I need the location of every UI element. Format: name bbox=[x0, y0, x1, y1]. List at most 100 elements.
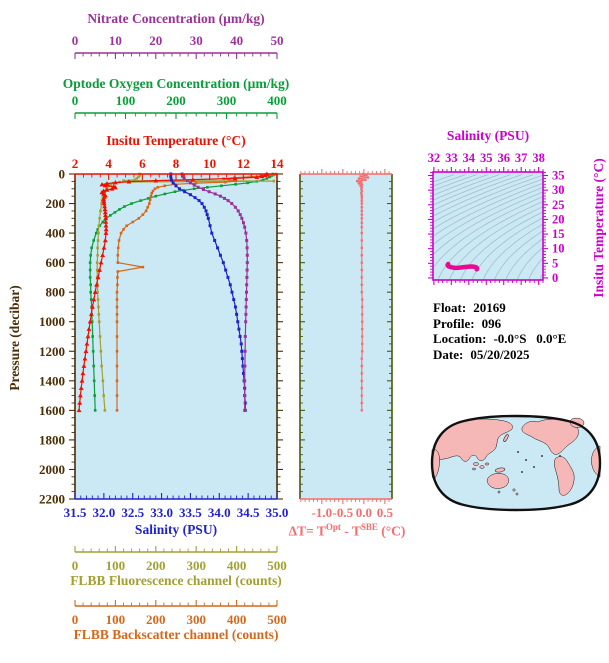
svg-text:200: 200 bbox=[146, 612, 166, 627]
backscatter-axis-title: FLBB Backscatter channel (counts) bbox=[73, 627, 279, 642]
location-value: -0.0°S 0.0°E bbox=[493, 331, 567, 346]
delta-t-label-prefix: ΔT= T bbox=[288, 523, 326, 539]
svg-text:0: 0 bbox=[552, 271, 558, 285]
map-island-tasmania bbox=[497, 490, 501, 494]
svg-text:25: 25 bbox=[552, 198, 565, 212]
svg-text:100: 100 bbox=[106, 612, 126, 627]
svg-text:6: 6 bbox=[139, 156, 146, 171]
svg-text:35: 35 bbox=[480, 151, 493, 165]
map-land-africa-right-edge bbox=[591, 445, 601, 478]
svg-text:0: 0 bbox=[72, 93, 79, 108]
svg-text:300: 300 bbox=[217, 93, 237, 108]
svg-text:300: 300 bbox=[186, 612, 206, 627]
svg-text:0: 0 bbox=[59, 167, 66, 182]
map-island bbox=[558, 454, 562, 458]
fluorescence-axis-title: FLBB Fluorescence channel (counts) bbox=[70, 573, 282, 588]
svg-text:31.5: 31.5 bbox=[64, 505, 87, 520]
svg-text:32.5: 32.5 bbox=[121, 505, 144, 520]
delta-t-label-mid: - T bbox=[340, 523, 361, 539]
svg-text:35: 35 bbox=[552, 169, 565, 183]
profile-label: Profile: bbox=[433, 315, 475, 331]
map-land-australia bbox=[486, 473, 509, 489]
svg-text:32.0: 32.0 bbox=[92, 505, 115, 520]
svg-text:38: 38 bbox=[532, 151, 545, 165]
svg-text:-1.0: -1.0 bbox=[312, 505, 333, 520]
svg-text:0.5: 0.5 bbox=[377, 505, 394, 520]
svg-text:100: 100 bbox=[116, 93, 136, 108]
date-value: 05/20/2025 bbox=[470, 346, 530, 362]
float-label: Float: bbox=[433, 300, 467, 315]
svg-text:50: 50 bbox=[271, 33, 284, 48]
svg-text:100: 100 bbox=[106, 558, 126, 573]
svg-text:2: 2 bbox=[72, 156, 79, 171]
float-info-line-date: Date: 05/20/2025 bbox=[433, 347, 566, 363]
svg-text:32: 32 bbox=[428, 151, 441, 165]
delta-t-axis-title: ΔT= TOpt - TSBE (°C) bbox=[289, 522, 406, 540]
svg-text:0: 0 bbox=[72, 558, 79, 573]
svg-text:33: 33 bbox=[445, 151, 458, 165]
svg-text:15: 15 bbox=[552, 227, 565, 241]
svg-text:36: 36 bbox=[497, 151, 510, 165]
delta-t-label-sup-opt: Opt bbox=[325, 522, 341, 532]
map-land-eurasia bbox=[433, 418, 513, 462]
svg-text:30: 30 bbox=[190, 33, 203, 48]
temperature-axis-title: Insitu Temperature (°C) bbox=[106, 133, 246, 148]
svg-text:20: 20 bbox=[149, 33, 162, 48]
svg-text:1400: 1400 bbox=[39, 373, 65, 388]
svg-text:34.5: 34.5 bbox=[237, 505, 260, 520]
map-island bbox=[473, 462, 479, 466]
svg-text:33.0: 33.0 bbox=[150, 505, 173, 520]
svg-text:200: 200 bbox=[166, 93, 186, 108]
svg-text:30: 30 bbox=[552, 183, 565, 197]
svg-text:1000: 1000 bbox=[39, 314, 65, 329]
map-land-north-america bbox=[521, 418, 579, 455]
world-map bbox=[430, 414, 602, 512]
svg-text:34: 34 bbox=[463, 151, 476, 165]
float-info-line-float: Float: 20169 bbox=[433, 300, 566, 316]
map-island bbox=[532, 465, 536, 469]
svg-text:10: 10 bbox=[552, 242, 565, 256]
map-island bbox=[520, 470, 524, 474]
map-island bbox=[472, 467, 476, 471]
svg-text:1800: 1800 bbox=[39, 432, 65, 447]
svg-text:34.0: 34.0 bbox=[208, 505, 231, 520]
float-info-line-location: Location: -0.0°S 0.0°E bbox=[433, 331, 566, 347]
map-island bbox=[516, 450, 520, 454]
svg-text:400: 400 bbox=[227, 558, 247, 573]
delta-t-label-suffix: (°C) bbox=[377, 523, 406, 539]
svg-text:10: 10 bbox=[203, 156, 216, 171]
svg-text:400: 400 bbox=[267, 93, 287, 108]
svg-text:8: 8 bbox=[173, 156, 180, 171]
svg-text:300: 300 bbox=[186, 558, 206, 573]
svg-text:37: 37 bbox=[515, 151, 528, 165]
svg-text:2200: 2200 bbox=[39, 492, 65, 507]
delta-t-label-sup-sbe: SBE bbox=[360, 522, 378, 532]
map-island-nz bbox=[515, 492, 519, 496]
svg-text:40: 40 bbox=[230, 33, 243, 48]
float-info: Float: 20169 Profile: 096 Location: -0.0°S … bbox=[433, 300, 566, 362]
pressure-axis-title-text: Pressure (decibar) bbox=[7, 285, 22, 391]
svg-text:5: 5 bbox=[552, 256, 558, 270]
salinity-axis-title: Salinity (PSU) bbox=[134, 522, 218, 537]
float-info-line-profile: Profile: 096 bbox=[433, 316, 566, 332]
svg-text:800: 800 bbox=[46, 285, 66, 300]
svg-text:20: 20 bbox=[552, 212, 565, 226]
profile-value: 096 bbox=[481, 315, 502, 331]
svg-text:33.5: 33.5 bbox=[179, 505, 202, 520]
date-label: Date: bbox=[433, 346, 464, 362]
svg-text:35.0: 35.0 bbox=[266, 505, 289, 520]
map-island bbox=[484, 462, 490, 466]
map-landmasses bbox=[431, 417, 601, 496]
svg-text:200: 200 bbox=[46, 196, 66, 211]
map-outline bbox=[430, 414, 602, 512]
ts-temperature-axis-title-text: Insitu Temperature (°C) bbox=[591, 158, 606, 298]
map-island-japan bbox=[503, 434, 509, 442]
map-island-new-guinea bbox=[494, 467, 506, 473]
ts-salinity-axis-title: Salinity (PSU) bbox=[446, 128, 530, 143]
map-land-south-america bbox=[554, 456, 575, 496]
svg-text:12: 12 bbox=[237, 156, 250, 171]
svg-text:1200: 1200 bbox=[39, 344, 65, 359]
map-island bbox=[479, 465, 485, 469]
